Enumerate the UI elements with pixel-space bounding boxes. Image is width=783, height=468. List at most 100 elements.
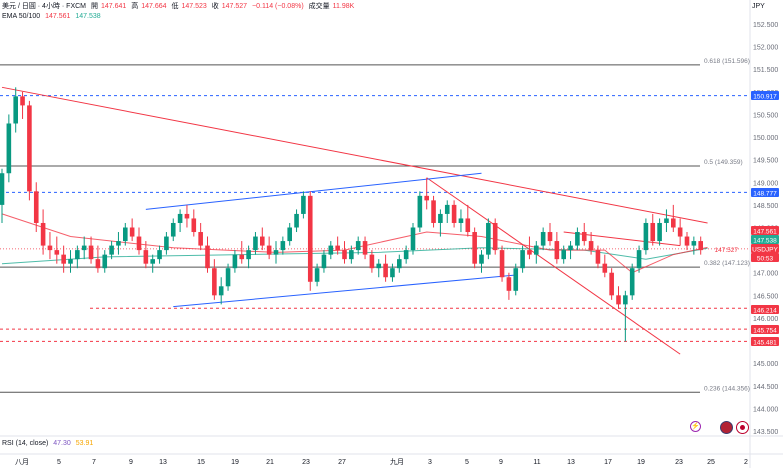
ema-legend[interactable]: EMA 50/100 147.561 147.538 — [2, 12, 104, 21]
us-flag-icon[interactable] — [720, 421, 733, 434]
high-label: 高 — [131, 3, 139, 10]
candle-body — [102, 254, 108, 269]
candle-body — [403, 250, 409, 260]
trendline — [1, 86, 708, 224]
candle-body — [54, 250, 60, 255]
candle-body — [575, 232, 580, 246]
price-tag-label: 147.561 — [753, 229, 777, 236]
rsi-value: 47.30 — [53, 440, 71, 447]
x-tick-label: 5 — [57, 459, 61, 466]
trendline — [173, 274, 516, 308]
candle-body — [650, 222, 656, 242]
candle-body — [444, 204, 450, 214]
lightning-icon[interactable]: ⚡ — [690, 421, 701, 432]
candle-body — [294, 213, 299, 228]
candle-body — [157, 250, 162, 260]
price-tag-bg — [751, 91, 779, 100]
candle-body — [472, 232, 477, 264]
trendline — [145, 172, 482, 210]
candle-body — [116, 241, 121, 246]
candle-body — [520, 250, 525, 269]
candle-body — [424, 195, 429, 201]
candle-body — [328, 245, 334, 255]
candle-body — [95, 259, 101, 269]
x-tick-label: 25 — [707, 459, 715, 466]
change-value: −0.114 (−0.08%) — [252, 3, 304, 10]
candle-body — [20, 96, 25, 106]
candle-body — [81, 245, 87, 251]
open-label: 開 — [90, 3, 98, 10]
candle-body — [212, 268, 217, 296]
symbol-title[interactable]: 美元 / 日圓 · 4小時 · FXCM — [2, 3, 86, 10]
candle-body — [362, 241, 368, 255]
candle-body — [307, 195, 313, 282]
candle-body — [349, 250, 354, 260]
y-tick-label: 152.500 — [753, 22, 778, 29]
candle-body — [623, 295, 628, 305]
fib-level-label: 0.236 (144.356) — [704, 385, 750, 392]
candle-body — [225, 268, 231, 287]
candle-body — [75, 250, 80, 260]
currency-label: JPY — [752, 3, 765, 10]
fib-level-label: 0.382 (147.123) — [704, 260, 750, 267]
x-tick-label: 13 — [159, 459, 167, 466]
candle-body — [253, 236, 258, 251]
x-tick-label: 9 — [499, 459, 503, 466]
candle-body — [6, 123, 12, 174]
x-tick-label: 11 — [533, 459, 540, 466]
x-tick-label: 7 — [92, 459, 96, 466]
candle-body — [602, 263, 608, 273]
x-tick-label: 2 — [744, 459, 748, 466]
candle-body — [540, 232, 546, 246]
candle-body — [431, 200, 436, 223]
candle-body — [486, 222, 491, 255]
x-tick-label: 八月 — [15, 458, 29, 466]
candle-body — [136, 236, 142, 251]
candle-body — [218, 286, 224, 296]
candle-body — [534, 245, 539, 255]
candle-body — [184, 213, 190, 219]
price-tag-bg — [751, 253, 779, 262]
price-tag-label: 150.917 — [753, 94, 777, 101]
candle-body — [691, 241, 697, 246]
x-tick-label: 19 — [637, 459, 645, 466]
candle-body — [671, 218, 676, 228]
y-tick-label: 149.000 — [753, 180, 778, 187]
candle-body — [636, 250, 642, 269]
rsi-ma-value: 53.91 — [75, 440, 94, 447]
candle-body — [499, 250, 505, 278]
volume-label: 成交量 — [308, 3, 330, 10]
ema50-value: 147.561 — [45, 13, 71, 20]
y-tick-label: 152.000 — [753, 45, 778, 52]
ema100-value: 147.538 — [75, 13, 101, 20]
price-tag-bg — [751, 235, 779, 244]
candle-body — [321, 254, 327, 269]
candle-body — [246, 250, 251, 260]
price-tag-bg — [751, 188, 779, 197]
candle-body — [239, 254, 245, 260]
candle-body — [554, 241, 560, 260]
candle-body — [410, 227, 416, 251]
candle-body — [376, 263, 382, 269]
y-tick-label: 143.500 — [753, 429, 778, 436]
ema50-line — [1, 213, 708, 274]
price-tag-bg — [751, 244, 779, 253]
y-tick-label: 145.000 — [753, 361, 778, 368]
x-tick-label: 21 — [266, 459, 274, 466]
japan-flag-icon[interactable] — [736, 421, 749, 434]
candle-body — [698, 241, 703, 251]
rsi-label: RSI (14, close) — [2, 440, 49, 447]
rsi-legend[interactable]: RSI (14, close) 47.30 53.91 — [2, 439, 96, 448]
candle-body — [287, 227, 292, 242]
candle-body — [27, 105, 32, 192]
close-price-label: 147.527 — [715, 247, 739, 254]
x-tick-label: 13 — [567, 459, 575, 466]
volume-value: 11.98K — [332, 3, 355, 10]
y-tick-label: 148.500 — [753, 203, 778, 210]
open-value: 147.641 — [100, 3, 127, 10]
candle-body — [33, 191, 39, 223]
price-tag-bg — [751, 305, 779, 314]
y-tick-label: 150.500 — [753, 112, 778, 119]
candle-body — [13, 96, 18, 124]
